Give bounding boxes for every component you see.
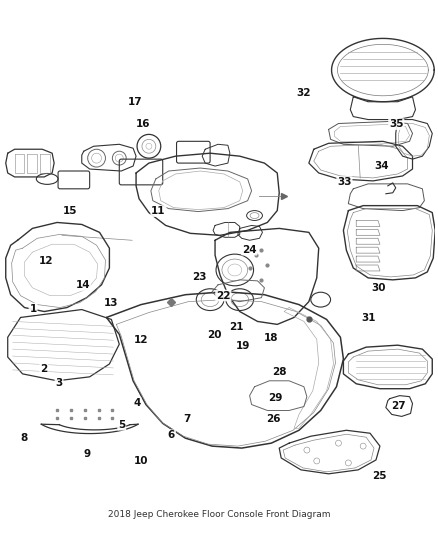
Text: 30: 30 <box>372 282 386 293</box>
Text: 11: 11 <box>151 206 166 216</box>
Text: 24: 24 <box>242 245 257 255</box>
Text: 29: 29 <box>268 393 283 403</box>
Text: 9: 9 <box>84 449 91 459</box>
Text: 4: 4 <box>133 398 141 408</box>
Text: 32: 32 <box>296 88 311 99</box>
Text: 28: 28 <box>272 367 287 377</box>
Text: 12: 12 <box>39 256 53 266</box>
Text: 10: 10 <box>134 456 148 466</box>
Text: 1: 1 <box>29 304 37 314</box>
Text: 16: 16 <box>136 119 151 129</box>
Text: 8: 8 <box>20 433 27 443</box>
Text: 26: 26 <box>266 415 280 424</box>
Text: 13: 13 <box>104 298 118 309</box>
Text: 2018 Jeep Cherokee Floor Console Front Diagram: 2018 Jeep Cherokee Floor Console Front D… <box>108 510 330 519</box>
Text: 35: 35 <box>389 119 403 129</box>
Text: 15: 15 <box>63 206 77 216</box>
Text: 23: 23 <box>192 272 207 282</box>
Text: 18: 18 <box>264 333 278 343</box>
Text: 19: 19 <box>236 341 250 351</box>
Text: 2: 2 <box>40 365 47 374</box>
Text: 7: 7 <box>183 415 190 424</box>
Text: 5: 5 <box>118 419 125 430</box>
Text: 12: 12 <box>134 335 148 345</box>
Text: 21: 21 <box>229 322 244 332</box>
Text: 27: 27 <box>391 401 406 411</box>
Text: 14: 14 <box>75 280 90 290</box>
Text: 22: 22 <box>216 290 230 301</box>
Text: 6: 6 <box>168 430 175 440</box>
Text: 33: 33 <box>337 177 352 187</box>
Text: 20: 20 <box>208 330 222 340</box>
Text: 25: 25 <box>372 471 386 481</box>
Text: 3: 3 <box>55 377 63 387</box>
Text: 17: 17 <box>127 97 142 107</box>
Text: 31: 31 <box>361 313 375 323</box>
Text: 34: 34 <box>374 161 389 171</box>
